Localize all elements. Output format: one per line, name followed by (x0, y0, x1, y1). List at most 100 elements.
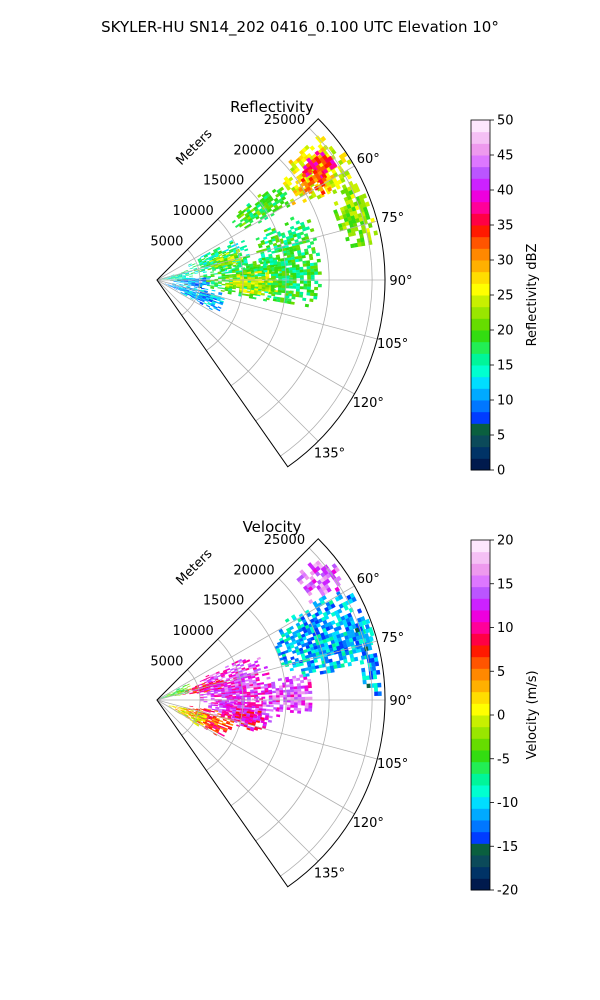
echo-gate (299, 662, 304, 667)
echo-gate (200, 700, 204, 702)
echo-gate (254, 213, 259, 218)
echo-gate (307, 666, 313, 671)
echo-gate (205, 257, 209, 260)
echo-gate (227, 716, 232, 720)
echo-gate (223, 684, 228, 687)
echo-gate (200, 690, 204, 693)
echo-gate (203, 292, 208, 295)
echo-gate (182, 288, 186, 290)
echo-gate (173, 281, 178, 283)
echo-gate (191, 263, 196, 266)
echo-gate (292, 245, 297, 249)
echo-gate (247, 277, 252, 280)
echo-gate (193, 719, 198, 722)
echo-gate (203, 710, 208, 712)
echo-gate (320, 632, 325, 638)
echo-gate (250, 709, 255, 713)
echo-gate (311, 652, 317, 657)
echo-gate (209, 715, 214, 718)
echo-gate (268, 241, 273, 246)
echo-gate (219, 257, 224, 261)
echo-gate (188, 714, 193, 717)
echo-gate (255, 215, 260, 220)
echo-gate (337, 223, 343, 228)
echo-gate (240, 280, 245, 283)
echo-gate (222, 722, 227, 725)
echo-gate (350, 227, 356, 233)
echo-gate (304, 685, 309, 689)
echo-gate (217, 264, 222, 267)
echo-gate (276, 256, 281, 260)
azimuth-spoke (156, 279, 378, 340)
range-ring (280, 127, 373, 457)
echo-gate (261, 241, 266, 246)
echo-gate (351, 231, 356, 237)
sector-outline (156, 118, 386, 468)
echo-gate (184, 714, 188, 717)
echo-gate (243, 692, 247, 694)
echo-gate (210, 698, 215, 700)
echo-gate (286, 694, 291, 698)
echo-gate (337, 637, 343, 643)
colorbar-tick-label: 0 (497, 464, 505, 479)
colorbar-swatch (471, 260, 490, 273)
echo-gate (288, 159, 294, 165)
echo-gate (297, 235, 302, 240)
echo-gate (206, 264, 211, 267)
echo-gate (219, 701, 224, 703)
echo-gate (273, 291, 278, 295)
echo-gate (293, 691, 298, 695)
echo-gate (313, 658, 318, 663)
echo-gate (268, 695, 273, 698)
echo-gate (282, 689, 287, 693)
echo-gate (296, 683, 301, 687)
echo-gate (303, 280, 308, 284)
echo-gate (258, 280, 263, 283)
echo-gate (267, 685, 272, 688)
echo-gate (376, 669, 381, 675)
echo-gate (191, 687, 196, 690)
echo-gate (289, 248, 294, 253)
echo-gate (178, 710, 182, 713)
echo-gate (314, 627, 319, 633)
echo-gate (303, 272, 308, 276)
echo-gate (160, 697, 164, 699)
echo-gate (347, 216, 352, 222)
echo-gate (177, 710, 182, 713)
echo-gate (160, 279, 165, 280)
echo-gate (212, 716, 217, 719)
echo-gate (252, 683, 257, 686)
echo-gate (254, 202, 260, 207)
echo-gate (276, 299, 281, 303)
echo-gate (331, 643, 337, 648)
echo-gate (248, 212, 254, 217)
echo-gate (320, 190, 326, 196)
echo-gate (164, 283, 169, 286)
echo-gate (206, 304, 211, 308)
echo-gate (255, 696, 260, 699)
echo-gate (220, 297, 225, 301)
echo-gate (219, 719, 224, 723)
echo-gate (233, 704, 238, 707)
echo-gate (248, 217, 253, 222)
echo-gate (221, 277, 226, 279)
echo-gate (233, 280, 237, 283)
echo-gate (326, 587, 332, 593)
colorbar-swatch (471, 330, 490, 343)
colorbar-tick-label: 0 (497, 709, 505, 724)
echo-gate (274, 249, 279, 253)
echo-gate (190, 272, 195, 274)
radial-tick-label: 15000 (203, 594, 244, 609)
echo-gate (176, 688, 180, 691)
echo-gate (195, 714, 200, 717)
echo-gate (225, 285, 230, 288)
echo-gate (233, 254, 238, 258)
echo-gate (322, 154, 328, 161)
echo-gate (191, 294, 196, 297)
echo-gate (351, 623, 357, 630)
echo-gate (262, 214, 268, 219)
echo-gate (267, 295, 272, 298)
echo-gate (170, 693, 174, 695)
echo-gate (266, 227, 272, 231)
